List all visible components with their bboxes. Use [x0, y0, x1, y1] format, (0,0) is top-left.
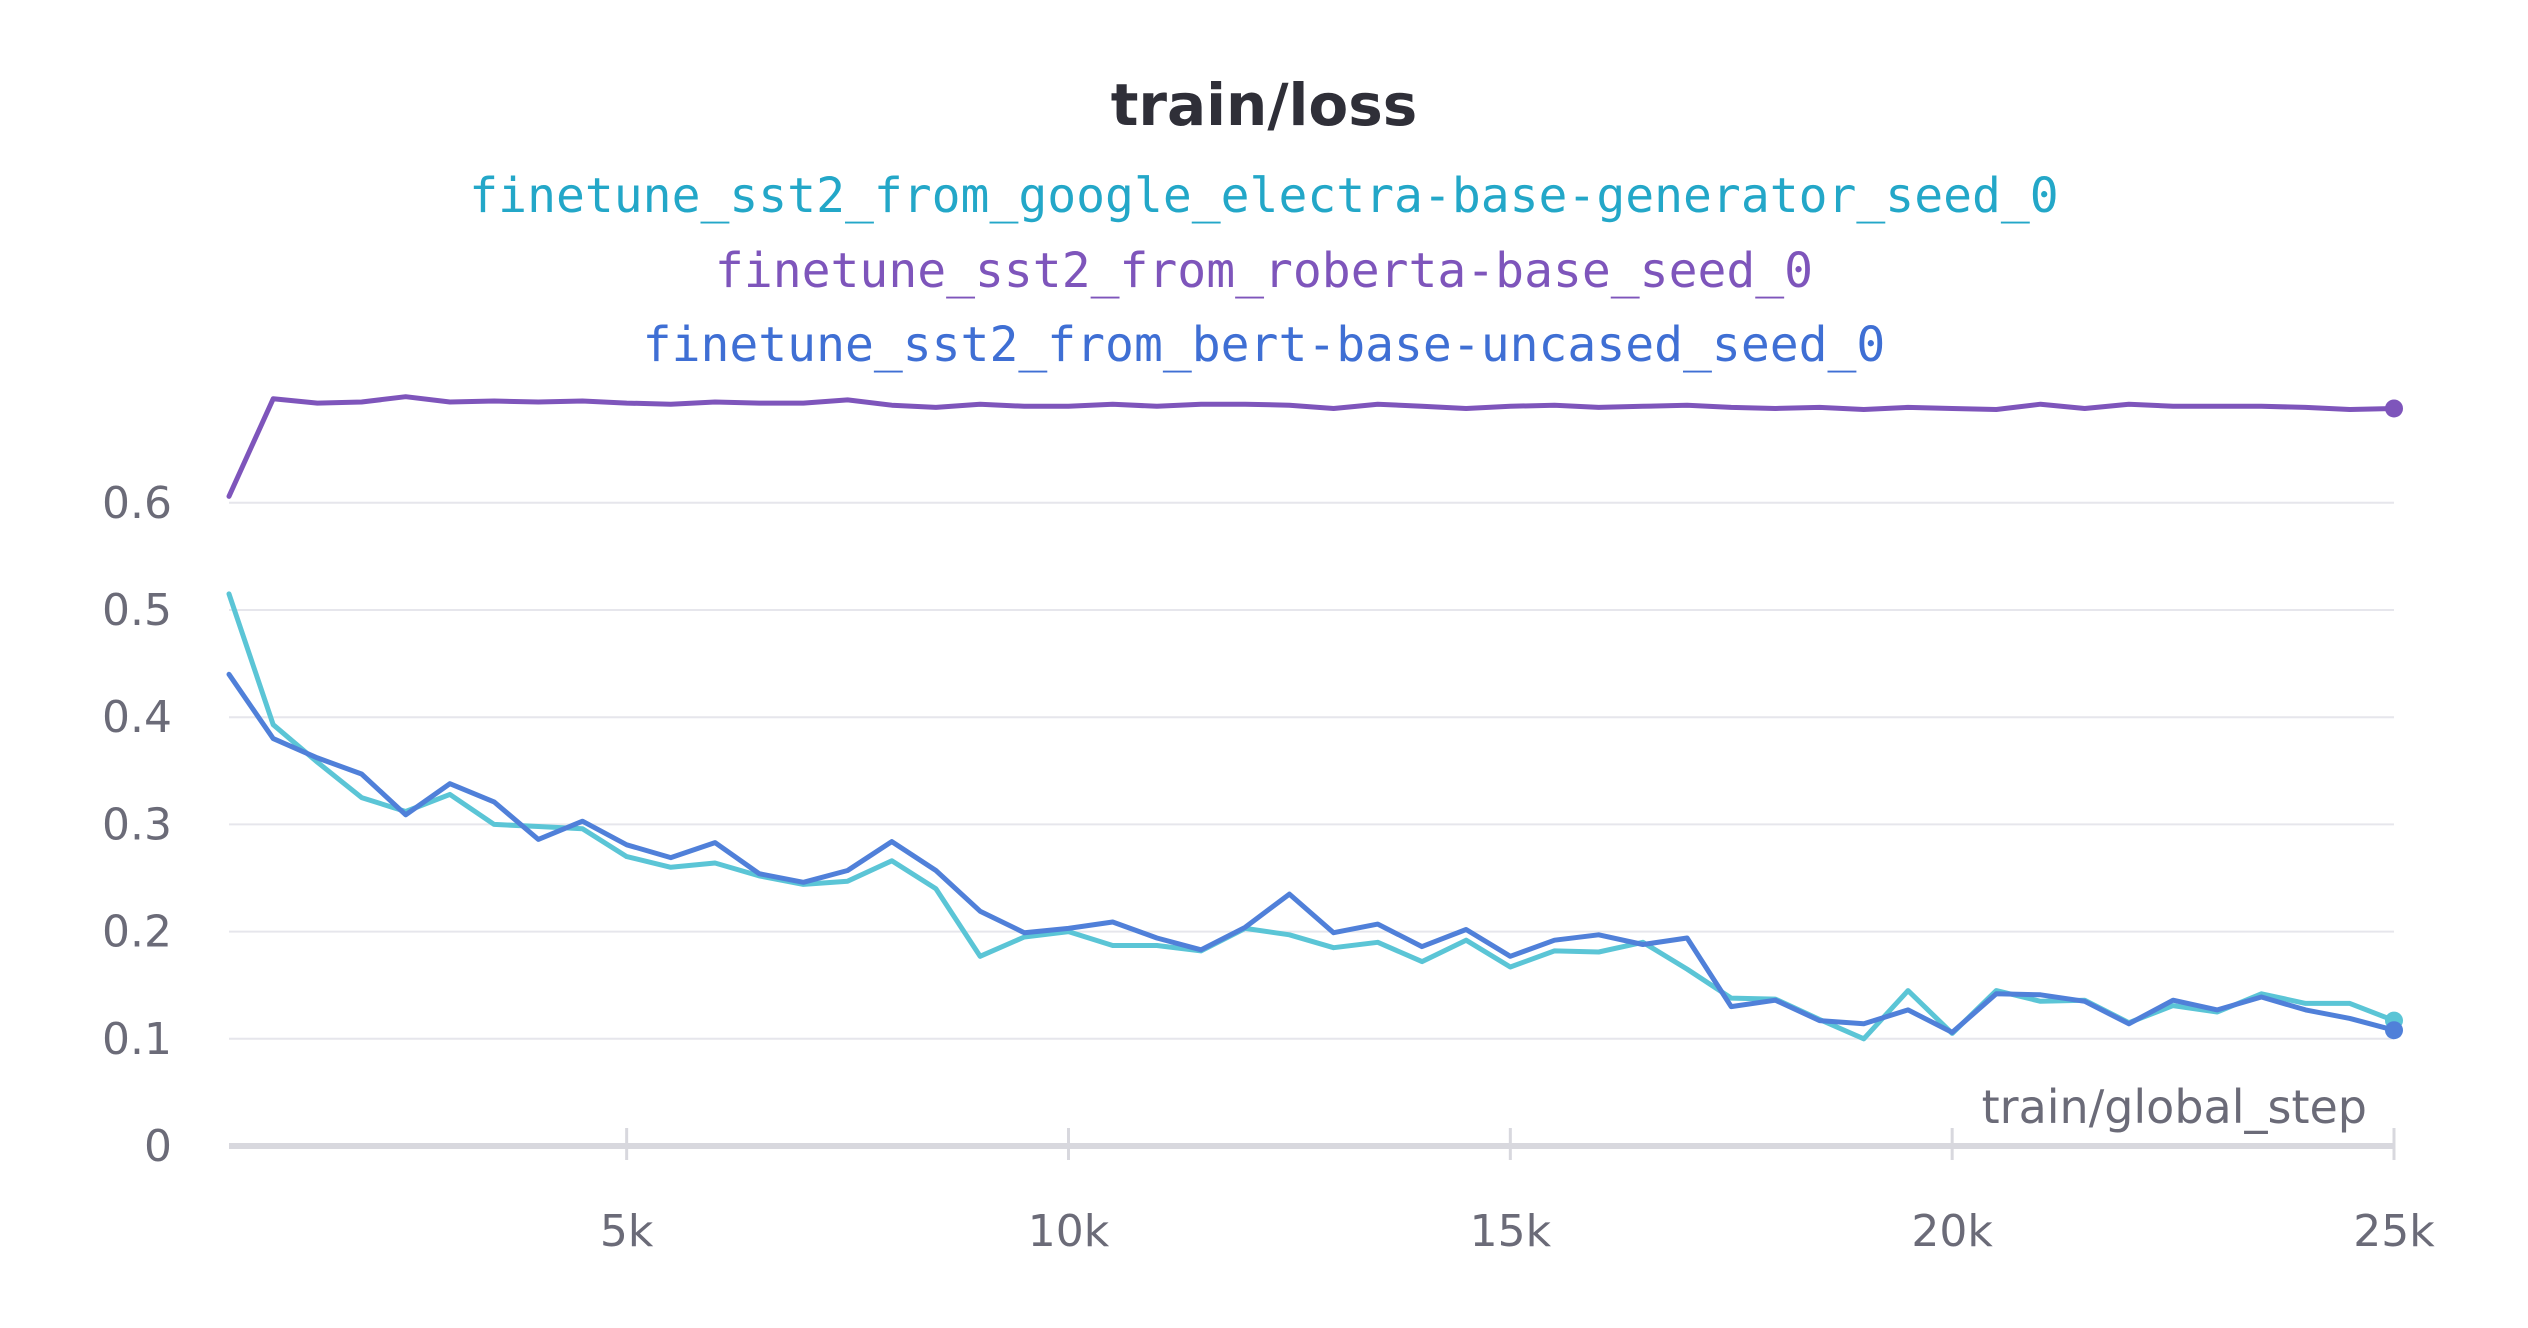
legend-entry: finetune_sst2_from_bert-base-uncased_see… [643, 317, 1886, 373]
x-tick-label: 10k [1028, 1206, 1110, 1257]
series-group [226, 394, 2403, 1042]
legend-entry: finetune_sst2_from_roberta-base_seed_0 [715, 243, 1813, 299]
series-line-3 [226, 671, 2397, 1035]
x-tick-label: 15k [1470, 1206, 1552, 1257]
x-tick-label: 5k [600, 1206, 654, 1257]
series-line-1 [226, 591, 2397, 1042]
legend-entry: finetune_sst2_from_google_electra-base-g… [469, 168, 2058, 224]
chart-title: train/loss [1111, 71, 1418, 139]
gridlines [229, 501, 2394, 1040]
legend: finetune_sst2_from_google_electra-base-g… [469, 168, 2058, 373]
series-line-2 [226, 394, 2397, 499]
series-end-point [2385, 399, 2403, 418]
y-tick-label: 0.2 [102, 907, 172, 958]
y-tick-label: 0.5 [102, 585, 172, 636]
series-end-point [2385, 1021, 2403, 1040]
x-tick-label: 25k [2353, 1206, 2435, 1257]
y-tick-label: 0 [144, 1121, 172, 1172]
y-tick-label: 0.6 [102, 478, 172, 529]
y-tick-label: 0.3 [102, 799, 172, 850]
y-axis: 0 0.1 0.2 0.3 0.4 0.5 0.6 [102, 478, 172, 1172]
x-ticks: 5k 10k 15k 20k 25k [600, 1128, 2435, 1257]
y-tick-label: 0.1 [102, 1014, 172, 1065]
y-tick-label: 0.4 [102, 692, 172, 743]
x-tick-label: 20k [1911, 1206, 1993, 1257]
x-axis-title: train/global_step [1982, 1080, 2367, 1134]
